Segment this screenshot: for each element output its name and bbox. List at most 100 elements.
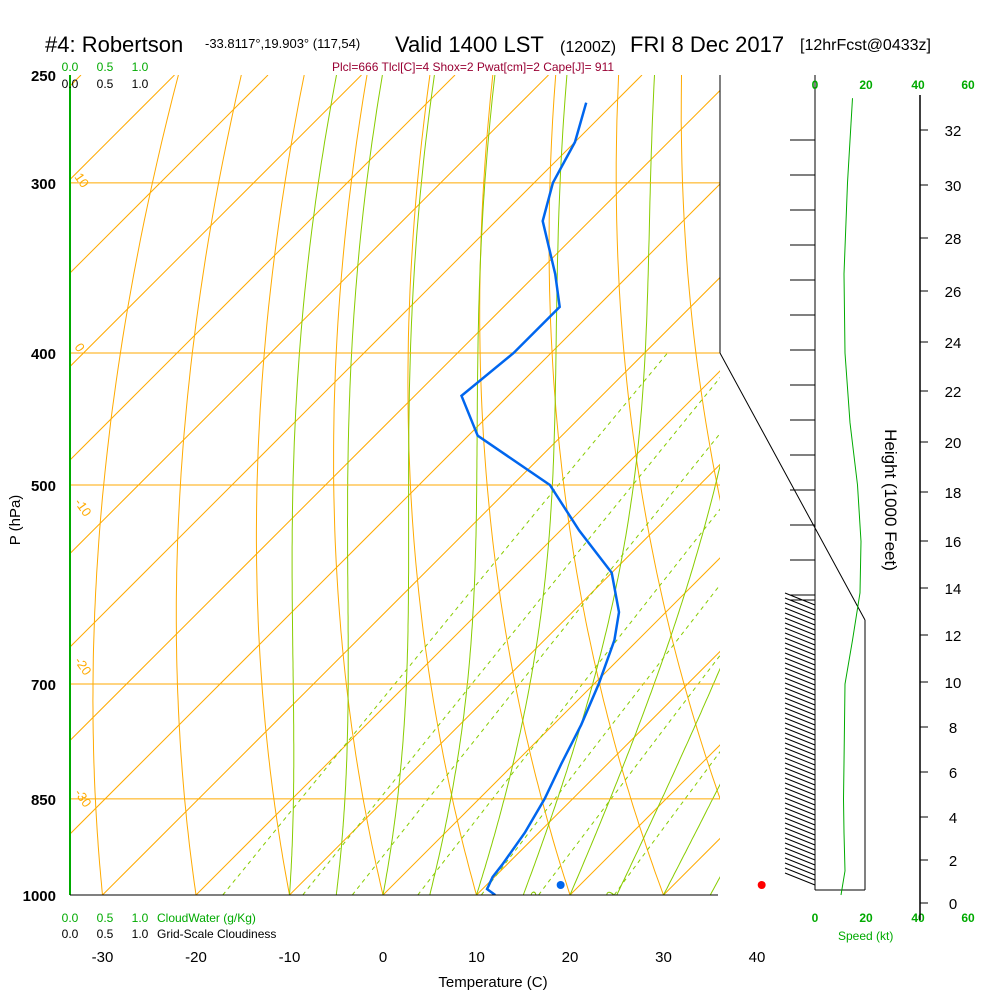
forecast-run: [12hrFcst@0433z] (800, 37, 931, 54)
isotherm-line (70, 75, 456, 461)
wind-barb (784, 627, 816, 641)
thermo-grid: 1 2 3 5 8 12 20 (70, 75, 1000, 909)
pressure-tick-label: 700 (31, 677, 56, 694)
wind-barb (784, 772, 816, 786)
wind-barb (784, 762, 816, 776)
temperature-tick-label: 10 (468, 949, 485, 966)
wind-barb (784, 842, 816, 856)
moist-adiabat-line (616, 667, 720, 895)
pressure-tick-label: 300 (31, 176, 56, 193)
dry-adiabat-line (407, 75, 477, 895)
temperature-tick-label: 30 (655, 949, 672, 966)
wind-barb (784, 637, 816, 651)
height-tick-label: 12 (945, 628, 962, 645)
dry-adiabat-line (333, 75, 384, 895)
wind-barb (784, 607, 816, 621)
speed-legend: Speed (kt) (838, 929, 893, 943)
height-tick-label: 4 (949, 810, 957, 827)
wind-barb (784, 847, 816, 861)
wind-barb (784, 802, 816, 816)
wind-barb (784, 837, 816, 851)
cloudwater-top-tick: 0.5 (97, 60, 114, 74)
pressure-tick-label: 250 (31, 68, 56, 85)
wind-barb (784, 752, 816, 766)
speed-bottom-tick: 40 (911, 911, 925, 925)
station-title: #4: Robertson (45, 32, 183, 57)
wind-barb (784, 737, 816, 751)
wind-barb (784, 797, 816, 811)
height-tick-label: 8 (949, 720, 957, 737)
height-tick-label: 6 (949, 765, 957, 782)
temperature-line (732, 98, 872, 895)
height-tick-label: 22 (945, 384, 962, 401)
wind-barb (784, 757, 816, 771)
cloudwater-bottom-tick: 1.0 (132, 911, 149, 925)
wind-barb (784, 742, 816, 756)
cloudwater-bottom-tick: 0.5 (97, 911, 114, 925)
mixing-ratio-line (222, 352, 668, 895)
wind-barb (784, 652, 816, 666)
height-tick-label: 0 (949, 896, 957, 913)
dry-adiabat-line (807, 75, 1000, 895)
dry-adiabat-line (933, 75, 1000, 895)
dry-adiabat-label: -20 (72, 654, 95, 678)
dry-adiabat-line (615, 75, 720, 800)
isobar-lines (70, 182, 720, 800)
height-tick-label: 14 (945, 581, 962, 598)
isotherm-line (757, 75, 1000, 895)
moist-adiabat-line (476, 75, 568, 895)
mixing-ratio-line (351, 432, 720, 895)
wind-barb (784, 832, 816, 846)
wind-barb (784, 672, 816, 686)
height-tick-label: 28 (945, 231, 962, 248)
wind-barb (784, 677, 816, 691)
height-tick-label: 18 (945, 485, 962, 502)
speed-top-tick: 40 (911, 78, 925, 92)
moist-adiabat-line (522, 75, 655, 895)
height-tick-label: 30 (945, 178, 962, 195)
wind-barb (784, 747, 816, 761)
pressure-tick-label: 850 (31, 792, 56, 809)
dry-adiabat-line (255, 75, 305, 895)
wind-barb (784, 632, 816, 646)
wind-barb (784, 782, 816, 796)
cloudwater-top-tick: 1.0 (132, 60, 149, 74)
dry-adiabat-line (479, 75, 571, 895)
pressure-tick-label: 1000 (23, 888, 56, 905)
mixing-ratio-line (480, 584, 720, 895)
wind-barb (784, 857, 816, 871)
height-tick-label: 24 (945, 335, 962, 352)
temperature-tick-label: 20 (562, 949, 579, 966)
mixing-ratio-label: 3 (336, 894, 352, 909)
isotherm-line (382, 557, 720, 895)
wind-barb (784, 867, 816, 881)
height-axis-label: Height (1000 Feet) (881, 429, 900, 571)
wind-barb (784, 622, 816, 636)
wind-barb (784, 827, 816, 841)
cloudiness-legend: Grid-Scale Cloudiness (157, 927, 276, 941)
wind-barb (784, 682, 816, 696)
wind-barb (784, 872, 816, 886)
isotherm-line (476, 650, 720, 895)
temperature-tick-label: -10 (279, 949, 301, 966)
dry-adiabat-line (680, 75, 720, 502)
valid-time: Valid 1400 LST (395, 32, 544, 57)
mixing-ratio-label: 8 (465, 894, 481, 909)
valid-zulu: (1200Z) (560, 39, 616, 56)
wind-barb (784, 702, 816, 716)
wind-barb (784, 767, 816, 781)
moist-adiabat-line (335, 75, 383, 895)
wind-barb (784, 787, 816, 801)
temperature-tick-label: 0 (379, 949, 387, 966)
x-axis-label: Temperature (C) (438, 974, 547, 991)
height-tick-label: 32 (945, 123, 962, 140)
cloudwater-bottom-tick: 0.0 (62, 911, 79, 925)
wind-barb (784, 697, 816, 711)
wind-barb (784, 687, 816, 701)
temperature-tick-label: -30 (92, 949, 114, 966)
surface-dewpoint-marker (556, 881, 565, 889)
wind-barb (784, 647, 816, 661)
isotherm-line (70, 75, 362, 368)
